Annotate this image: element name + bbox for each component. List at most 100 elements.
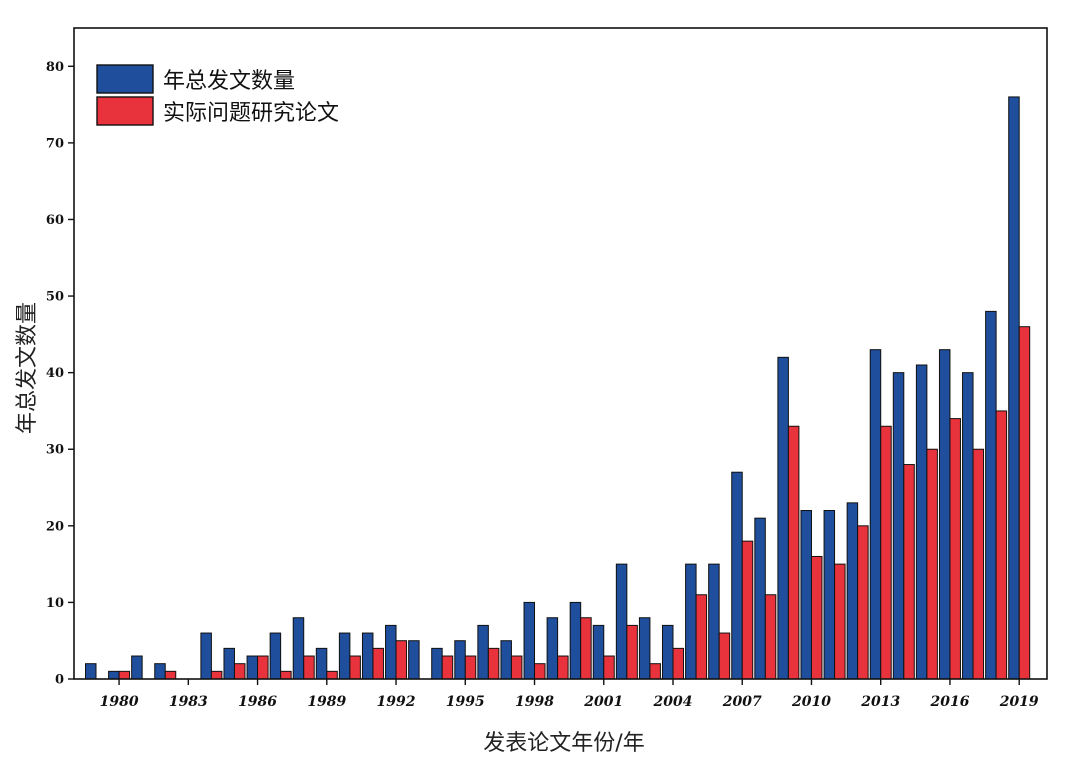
bar-practical-2014 (903, 464, 915, 680)
legend-swatch-total (96, 64, 154, 94)
x-tick-label-2004: 2004 (653, 694, 693, 710)
bar-total-1997 (500, 640, 512, 680)
bar-total-1995 (454, 640, 466, 680)
x-tick-label-2007: 2007 (722, 694, 762, 710)
bars-layer (85, 96, 1031, 680)
bar-practical-1996 (487, 647, 500, 680)
y-tick-label-60: 60 (46, 213, 64, 228)
bar-total-2012 (846, 502, 859, 680)
bar-total-2017 (962, 372, 974, 680)
bar-total-2019 (1008, 96, 1020, 680)
legend-swatch-practical (96, 96, 154, 126)
bar-total-2005 (685, 563, 697, 680)
x-tick-label-1983: 1983 (169, 694, 208, 710)
bar-total-1986 (246, 655, 259, 680)
axes-layer: 0 10 20 30 40 50 60 70 80 1980 1983 1986 1989 1992 199… (46, 27, 1048, 710)
y-tick-label-80: 80 (46, 60, 64, 75)
bar-total-2003 (638, 617, 651, 680)
bar-practical-2005 (695, 594, 708, 680)
bar-total-2000 (569, 601, 582, 680)
bar-total-1992 (385, 624, 397, 680)
bar-total-1990 (338, 632, 351, 680)
bar-total-2006 (708, 563, 720, 680)
bar-practical-1989 (326, 670, 338, 680)
bar-practical-1988 (303, 655, 315, 680)
bar-practical-2000 (580, 617, 592, 680)
bar-practical-2001 (603, 655, 615, 680)
bar-practical-1998 (534, 663, 546, 680)
bar-practical-1992 (395, 640, 408, 680)
bar-total-1979 (85, 663, 97, 680)
bar-total-1984 (200, 632, 212, 680)
bar-practical-2009 (787, 425, 800, 680)
bar-practical-2006 (718, 632, 731, 680)
x-tick-label-1986: 1986 (238, 694, 277, 710)
y-tick-label-50: 50 (46, 290, 64, 305)
bar-practical-1999 (557, 655, 569, 680)
bar-practical-2016 (949, 418, 961, 680)
x-tick-label-2010: 2010 (791, 694, 831, 710)
bar-total-2009 (777, 356, 789, 680)
bar-practical-2010 (810, 555, 823, 680)
bar-practical-1985 (233, 663, 246, 680)
x-axis-title: 发表论文年份/年 (483, 731, 644, 756)
bar-total-2007 (731, 471, 743, 680)
y-tick-label-20: 20 (46, 519, 64, 534)
bar-total-1994 (431, 647, 443, 680)
bar-total-1988 (292, 617, 305, 680)
bar-practical-2015 (926, 448, 938, 680)
y-tick-label-0: 0 (55, 673, 64, 688)
bar-total-2014 (892, 372, 905, 680)
bar-practical-1995 (464, 655, 477, 680)
y-tick-label-70: 70 (46, 136, 64, 151)
bar-total-2016 (938, 349, 951, 680)
bar-practical-2013 (880, 425, 892, 680)
x-tick-label-1989: 1989 (307, 694, 346, 710)
bar-practical-2003 (649, 663, 661, 680)
bar-total-1982 (154, 663, 166, 680)
bar-practical-1980 (118, 670, 131, 680)
bar-practical-2018 (995, 410, 1008, 680)
bar-practical-2012 (857, 525, 869, 680)
bar-total-1989 (315, 647, 328, 680)
bar-total-1991 (361, 632, 374, 680)
bar-practical-1987 (280, 670, 292, 680)
bar-total-2002 (615, 563, 628, 680)
bar-total-2011 (823, 510, 836, 680)
bar-practical-2002 (626, 624, 638, 680)
x-tick-label-1998: 1998 (515, 694, 554, 710)
bar-total-1996 (477, 624, 489, 680)
x-tick-label-1995: 1995 (446, 694, 485, 710)
x-tick-label-1992: 1992 (377, 694, 416, 710)
bar-practical-1990 (349, 655, 361, 680)
bar-total-1993 (408, 640, 420, 680)
bar-total-2001 (592, 624, 605, 680)
bar-total-2010 (800, 510, 812, 680)
bar-practical-2011 (834, 563, 846, 680)
bar-total-1981 (131, 655, 143, 680)
x-tick-label-2001: 2001 (583, 694, 623, 710)
bar-practical-1994 (441, 655, 454, 680)
bar-total-2008 (754, 517, 766, 680)
bar-practical-1984 (210, 670, 223, 680)
bar-total-2018 (985, 310, 997, 680)
bar-practical-1986 (257, 655, 269, 680)
bar-total-1998 (523, 601, 536, 680)
y-tick-label-30: 30 (46, 443, 64, 458)
legend-label-practical: 实际问题研究论文 (163, 101, 339, 126)
y-tick-label-10: 10 (46, 596, 64, 611)
bar-total-1985 (223, 647, 235, 680)
bar-practical-2007 (741, 540, 754, 680)
bar-practical-2017 (972, 448, 985, 680)
bar-total-1987 (269, 632, 282, 680)
bar-practical-1991 (372, 647, 384, 680)
bar-practical-2004 (672, 647, 684, 680)
legend-label-total: 年总发文数量 (163, 69, 295, 94)
bar-practical-1982 (164, 670, 177, 680)
x-tick-label-2013: 2013 (860, 694, 900, 710)
bar-total-1980 (108, 670, 120, 680)
bar-total-2013 (869, 349, 882, 680)
plot-frame (73, 27, 1048, 680)
